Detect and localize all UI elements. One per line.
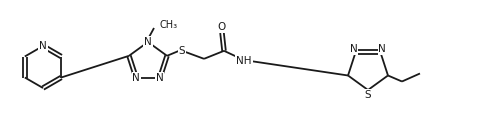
Text: N: N (350, 44, 358, 54)
Text: S: S (179, 46, 185, 56)
Text: O: O (217, 22, 225, 32)
Text: N: N (156, 73, 164, 83)
Text: CH₃: CH₃ (159, 20, 177, 30)
Text: NH: NH (236, 56, 252, 66)
Text: N: N (144, 37, 152, 47)
Text: N: N (39, 41, 47, 51)
Text: N: N (378, 44, 386, 54)
Text: N: N (132, 73, 140, 83)
Text: S: S (365, 90, 371, 100)
